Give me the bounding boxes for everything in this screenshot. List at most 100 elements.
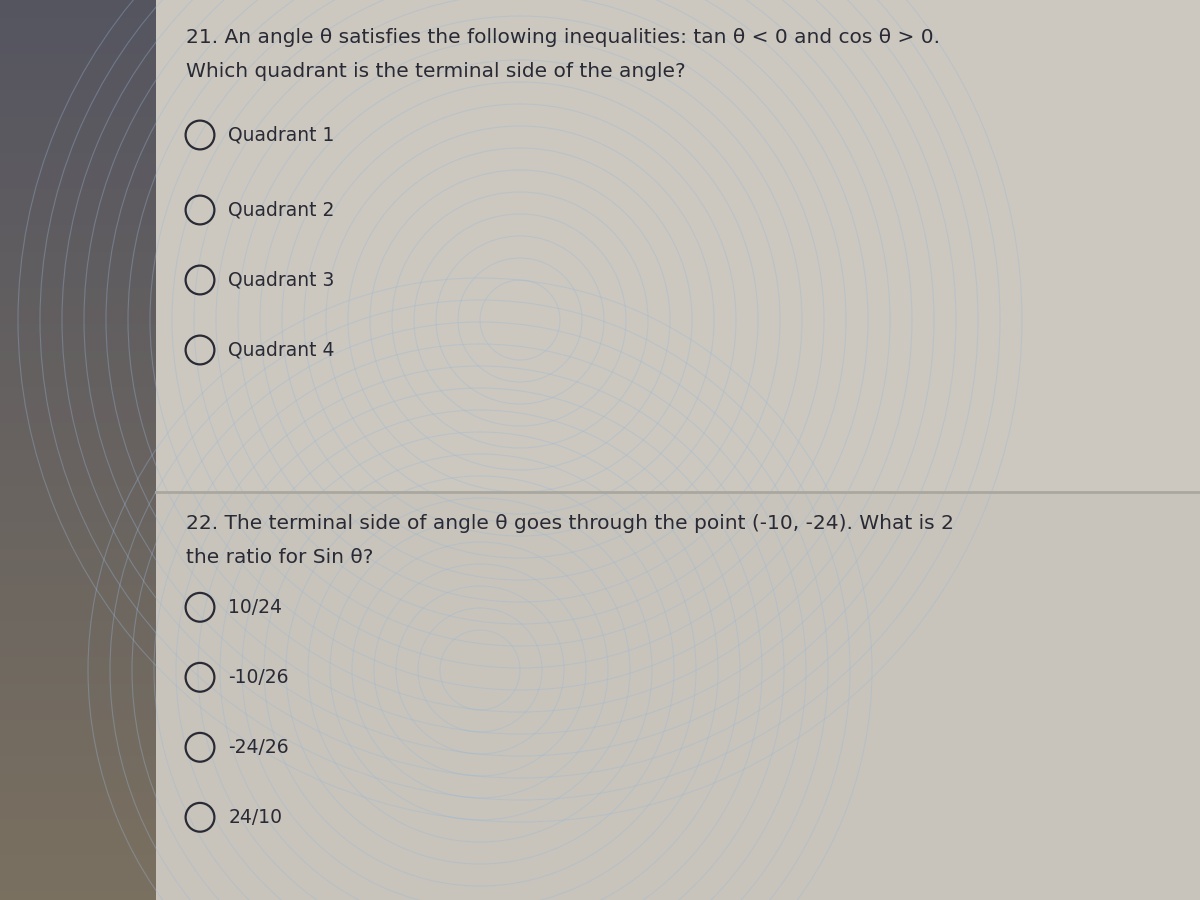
Bar: [0, 252, 156, 261]
Bar: [0, 702, 156, 711]
Bar: [0, 774, 156, 783]
Bar: [0, 684, 156, 693]
Bar: [0, 90, 156, 99]
Bar: [0, 783, 156, 792]
Bar: [0, 504, 156, 513]
Bar: [0, 81, 156, 90]
Bar: [0, 495, 156, 504]
Bar: [0, 630, 156, 639]
Bar: [0, 693, 156, 702]
Bar: [0, 297, 156, 306]
Bar: [0, 882, 156, 891]
Bar: [0, 126, 156, 135]
Bar: [0, 315, 156, 324]
Bar: [0, 540, 156, 549]
Bar: [0, 756, 156, 765]
Bar: [0, 765, 156, 774]
Bar: [0, 9, 156, 18]
Bar: [0, 378, 156, 387]
Bar: [0, 423, 156, 432]
Bar: [0, 747, 156, 756]
Bar: [0, 207, 156, 216]
Bar: [0, 549, 156, 558]
Text: -10/26: -10/26: [228, 668, 289, 687]
Bar: [0, 576, 156, 585]
Bar: [0, 846, 156, 855]
Bar: [0, 45, 156, 54]
Text: 22. The terminal side of angle θ goes through the point (-10, -24). What is 2: 22. The terminal side of angle θ goes th…: [186, 514, 954, 534]
Bar: [0, 477, 156, 486]
Bar: [0, 657, 156, 666]
Bar: [0, 387, 156, 396]
Bar: [0, 729, 156, 738]
Bar: [0, 369, 156, 378]
Text: 24/10: 24/10: [228, 808, 282, 827]
Text: -24/26: -24/26: [228, 738, 289, 757]
Bar: [0, 621, 156, 630]
Bar: [0, 828, 156, 837]
Bar: [0, 432, 156, 441]
Bar: [0, 180, 156, 189]
Bar: [0, 855, 156, 864]
Bar: [0, 603, 156, 612]
Text: Quadrant 4: Quadrant 4: [228, 340, 335, 359]
Bar: [0, 801, 156, 810]
Bar: [156, 492, 1200, 900]
Bar: [0, 639, 156, 648]
Bar: [0, 567, 156, 576]
Bar: [0, 63, 156, 72]
Text: Which quadrant is the terminal side of the angle?: Which quadrant is the terminal side of t…: [186, 62, 685, 81]
Text: Quadrant 3: Quadrant 3: [228, 271, 335, 290]
Bar: [0, 306, 156, 315]
Bar: [0, 891, 156, 900]
Bar: [0, 54, 156, 63]
Bar: [156, 0, 1200, 492]
Bar: [0, 441, 156, 450]
Bar: [0, 720, 156, 729]
Bar: [0, 738, 156, 747]
Bar: [0, 36, 156, 45]
Bar: [0, 189, 156, 198]
Bar: [0, 666, 156, 675]
Bar: [0, 342, 156, 351]
Bar: [0, 468, 156, 477]
Bar: [0, 648, 156, 657]
Bar: [0, 873, 156, 882]
Bar: [0, 171, 156, 180]
Bar: [0, 261, 156, 270]
Bar: [0, 270, 156, 279]
Bar: [0, 450, 156, 459]
Bar: [0, 612, 156, 621]
Bar: [0, 459, 156, 468]
Bar: [0, 792, 156, 801]
Bar: [0, 108, 156, 117]
Bar: [0, 522, 156, 531]
Bar: [0, 594, 156, 603]
Text: the ratio for Sin θ?: the ratio for Sin θ?: [186, 548, 373, 567]
Bar: [0, 144, 156, 153]
Text: 10/24: 10/24: [228, 598, 282, 616]
Text: Quadrant 1: Quadrant 1: [228, 125, 335, 145]
Bar: [0, 99, 156, 108]
Bar: [0, 864, 156, 873]
Bar: [0, 243, 156, 252]
Bar: [0, 360, 156, 369]
Bar: [0, 711, 156, 720]
Bar: [0, 72, 156, 81]
Bar: [0, 405, 156, 414]
Bar: [0, 27, 156, 36]
Bar: [0, 324, 156, 333]
Bar: [0, 486, 156, 495]
Bar: [0, 153, 156, 162]
Bar: [0, 351, 156, 360]
Bar: [0, 225, 156, 234]
Bar: [0, 0, 156, 9]
Bar: [0, 414, 156, 423]
Bar: [0, 558, 156, 567]
Bar: [0, 279, 156, 288]
Text: Quadrant 2: Quadrant 2: [228, 201, 335, 220]
Bar: [0, 810, 156, 819]
Bar: [0, 396, 156, 405]
Bar: [0, 819, 156, 828]
Bar: [0, 162, 156, 171]
